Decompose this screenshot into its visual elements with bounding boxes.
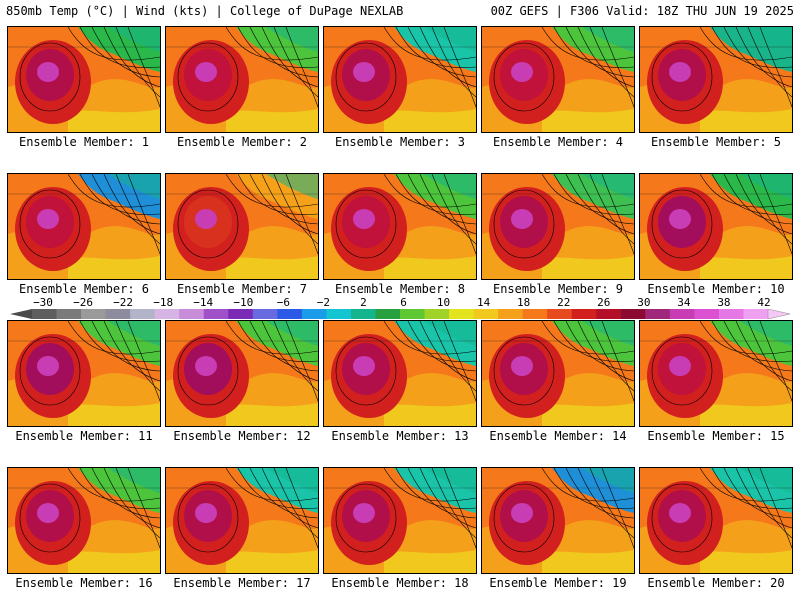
colorbar-swatch	[179, 309, 205, 319]
run-valid-time: 00Z GEFS | F306 Valid: 18Z THU JUN 19 20…	[490, 4, 794, 18]
colorbar-tick-label: −14	[193, 296, 214, 309]
colorbar-swatch	[375, 309, 401, 319]
ensemble-map-8	[323, 173, 477, 280]
colorbar-swatch	[571, 309, 597, 319]
ensemble-map-5	[639, 26, 793, 133]
colorbar-tick-label: −10	[233, 296, 254, 309]
ensemble-member-label: Ensemble Member: 1	[18, 135, 150, 149]
colorbar-swatch	[350, 309, 376, 319]
colorbar-high-arrow	[767, 309, 790, 319]
ensemble-member-label: Ensemble Member: 17	[173, 576, 311, 590]
colorbar-low-arrow	[10, 309, 32, 319]
colorbar-tick-label: −22	[113, 296, 134, 309]
ensemble-map-1	[7, 26, 161, 133]
ensemble-member-label: Ensemble Member: 11	[15, 429, 153, 443]
ensemble-map-19	[481, 467, 635, 574]
colorbar-tick-label: −30	[33, 296, 53, 309]
colorbar-swatch	[522, 309, 548, 319]
colorbar-tick-label: 14	[476, 296, 491, 309]
ensemble-map-6	[7, 173, 161, 280]
colorbar-swatch	[694, 309, 720, 319]
ensemble-member-label: Ensemble Member: 10	[647, 282, 785, 296]
ensemble-map-13	[323, 320, 477, 427]
colorbar-swatch	[596, 309, 622, 319]
ensemble-member-label: Ensemble Member: 19	[489, 576, 627, 590]
colorbar-swatch	[326, 309, 352, 319]
colorbar-tick-label: 18	[517, 296, 531, 309]
ensemble-map-17	[165, 467, 319, 574]
colorbar-swatch	[645, 309, 671, 319]
ensemble-member-label: Ensemble Member: 16	[15, 576, 153, 590]
colorbar-swatch	[252, 309, 278, 319]
colorbar-swatch	[400, 309, 426, 319]
ensemble-member-label: Ensemble Member: 5	[650, 135, 782, 149]
colorbar-swatch	[32, 309, 58, 319]
ensemble-map-10	[639, 173, 793, 280]
colorbar-tick-label: 34	[677, 296, 691, 309]
ensemble-member-label: Ensemble Member: 14	[489, 429, 627, 443]
ensemble-map-9	[481, 173, 635, 280]
colorbar-swatch	[203, 309, 229, 319]
colorbar-swatch	[669, 309, 695, 319]
ensemble-map-7	[165, 173, 319, 280]
colorbar-swatch	[301, 309, 327, 319]
ensemble-map-16	[7, 467, 161, 574]
colorbar-swatch	[547, 309, 573, 319]
colorbar-tick-label: 42	[757, 296, 771, 309]
colorbar-swatch	[424, 309, 450, 319]
ensemble-member-label: Ensemble Member: 9	[492, 282, 624, 296]
ensemble-member-label: Ensemble Member: 2	[176, 135, 308, 149]
colorbar-tick-label: 30	[637, 296, 651, 309]
colorbar-swatch	[277, 309, 303, 319]
ensemble-map-3	[323, 26, 477, 133]
ensemble-member-label: Ensemble Member: 8	[334, 282, 466, 296]
colorbar-swatch	[620, 309, 646, 319]
ensemble-map-4	[481, 26, 635, 133]
colorbar-tick-label: −18	[153, 296, 174, 309]
ensemble-member-label: Ensemble Member: 3	[334, 135, 466, 149]
colorbar-tick-label: 2	[360, 296, 367, 309]
ensemble-member-label: Ensemble Member: 13	[331, 429, 469, 443]
colorbar-swatch	[498, 309, 524, 319]
ensemble-map-14	[481, 320, 635, 427]
colorbar-tick-label: 26	[597, 296, 611, 309]
ensemble-map-15	[639, 320, 793, 427]
ensemble-map-20	[639, 467, 793, 574]
ensemble-map-12	[165, 320, 319, 427]
ensemble-member-label: Ensemble Member: 15	[647, 429, 785, 443]
colorbar-swatch	[718, 309, 744, 319]
temperature-colorbar	[10, 309, 790, 319]
colorbar-swatch	[56, 309, 82, 319]
colorbar-tick-label: 22	[557, 296, 571, 309]
ensemble-member-label: Ensemble Member: 6	[18, 282, 150, 296]
ensemble-member-label: Ensemble Member: 18	[331, 576, 469, 590]
ensemble-member-label: Ensemble Member: 12	[173, 429, 311, 443]
colorbar-tick-label: 10	[436, 296, 451, 309]
colorbar-swatch	[473, 309, 499, 319]
colorbar-tick-label: −6	[276, 296, 290, 309]
colorbar-swatch	[154, 309, 180, 319]
colorbar-swatch	[743, 309, 769, 319]
colorbar-tick-label: −2	[316, 296, 330, 309]
colorbar-swatch	[228, 309, 254, 319]
ensemble-member-label: Ensemble Member: 20	[647, 576, 785, 590]
colorbar-tick-label: 6	[400, 296, 407, 309]
colorbar-swatch	[81, 309, 107, 319]
ensemble-map-2	[165, 26, 319, 133]
ensemble-member-label: Ensemble Member: 4	[492, 135, 624, 149]
colorbar-swatch	[105, 309, 131, 319]
chart-title: 850mb Temp (°C) | Wind (kts) | College o…	[6, 4, 404, 18]
colorbar-swatch	[130, 309, 156, 319]
colorbar-tick-label: 38	[717, 296, 731, 309]
ensemble-map-11	[7, 320, 161, 427]
colorbar-swatch	[449, 309, 475, 319]
ensemble-map-18	[323, 467, 477, 574]
ensemble-member-label: Ensemble Member: 7	[176, 282, 308, 296]
colorbar-tick-label: −26	[73, 296, 93, 309]
